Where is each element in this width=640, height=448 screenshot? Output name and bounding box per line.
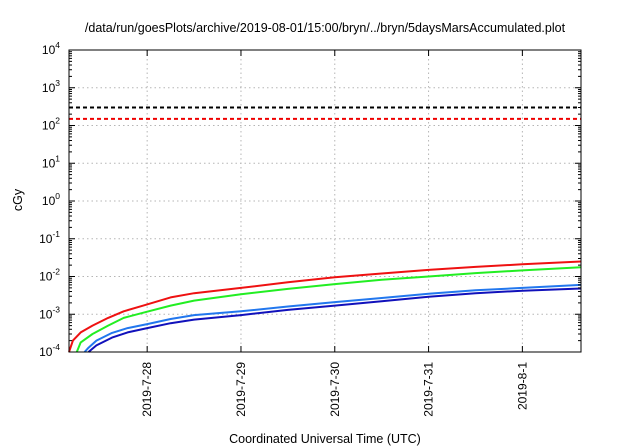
y-axis-label: cGy — [11, 188, 25, 211]
series-line — [75, 266, 582, 353]
y-tick-label: 10-3 — [39, 304, 60, 321]
chart-title: /data/run/goesPlots/archive/2019-08-01/1… — [85, 21, 566, 35]
y-tick-label: 104 — [42, 40, 60, 57]
x-ticks: 2019-7-28 2019-7-29 2019-7-30 2019-7-31 2019… — [140, 50, 529, 417]
series-line — [83, 283, 582, 353]
y-tick-label: 102 — [42, 116, 60, 133]
y-tick-label: 10-1 — [39, 229, 60, 246]
y-tick-label: 100 — [42, 191, 60, 208]
x-tick-label: 2019-7-31 — [422, 362, 436, 417]
x-tick-label: 2019-8-1 — [515, 362, 529, 410]
y-tick-label: 10-4 — [39, 342, 60, 359]
x-tick-label: 2019-7-28 — [140, 362, 154, 417]
series-line — [68, 260, 582, 353]
y-ticks: 104 103 102 101 100 10-1 10-2 10-3 10-4 — [39, 40, 581, 359]
x-tick-label: 2019-7-29 — [234, 362, 248, 417]
series-line — [87, 287, 582, 353]
y-tick-label: 103 — [42, 78, 60, 95]
y-tick-label: 101 — [42, 153, 60, 170]
series-lines — [68, 260, 582, 353]
y-tick-label: 10-2 — [39, 267, 60, 284]
x-axis-label: Coordinated Universal Time (UTC) — [229, 432, 421, 446]
reference-lines — [69, 106, 581, 120]
x-tick-label: 2019-7-30 — [328, 362, 342, 417]
grid — [69, 50, 581, 352]
